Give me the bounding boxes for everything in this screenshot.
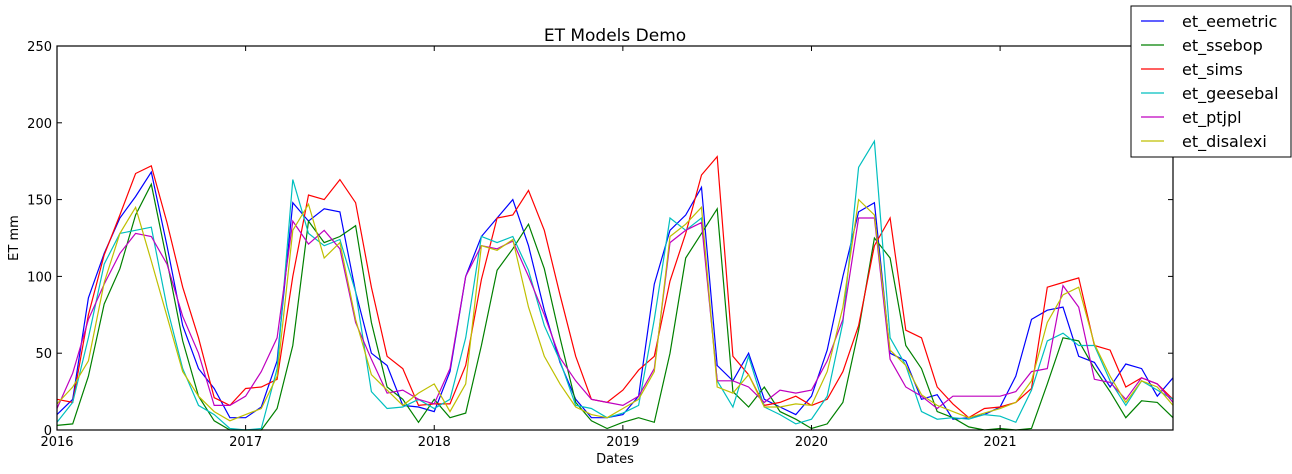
y-axis: 0 50 100 150 200 250 [27, 40, 1173, 439]
legend: et_eemetric et_ssebop et_sims et_geesebalet… [1130, 5, 1292, 158]
x-tick-label: 2016 [40, 435, 73, 450]
legend-label: et_sims [1182, 60, 1243, 80]
y-tick-label: 250 [27, 40, 52, 55]
legend-label: et_ssebop [1182, 36, 1263, 56]
x-tick-label: 2020 [795, 435, 828, 450]
y-tick-label: 0 [44, 424, 52, 439]
series-line-et-eemetric [56, 170, 1174, 420]
y-tick-label: 150 [27, 194, 52, 209]
legend-label: et_eemetric [1182, 12, 1277, 32]
y-axis-label: ET mm [7, 215, 22, 261]
x-axis-label: Dates [596, 452, 634, 467]
plot-lines [56, 139, 1174, 431]
legend-label: et_ptjpl [1182, 108, 1242, 128]
series-line-et-ssebop [56, 182, 1174, 431]
legend-box [1130, 5, 1292, 158]
series-line-et-geesebal [56, 139, 1174, 431]
y-tick-label: 200 [27, 117, 52, 132]
series-line-et-ptjpl [56, 217, 1174, 410]
legend-label: et_disalexi [1182, 132, 1267, 152]
x-tick-label: 2021 [984, 435, 1017, 450]
x-tick-label: 2019 [606, 435, 639, 450]
series-line-et-sims [56, 155, 1174, 419]
y-tick-label: 50 [35, 347, 52, 362]
chart-title: ET Models Demo [544, 26, 686, 46]
legend-label: et_geesebal [1182, 84, 1279, 104]
y-tick-label: 100 [27, 270, 52, 285]
plot-frame [56, 45, 1174, 431]
x-tick-label: 2017 [229, 435, 262, 450]
series-line-et-disalexi [56, 198, 1174, 422]
x-axis: 2016 2017 2018 2019 2020 2021 [40, 46, 1017, 450]
x-tick-label: 2018 [418, 435, 451, 450]
